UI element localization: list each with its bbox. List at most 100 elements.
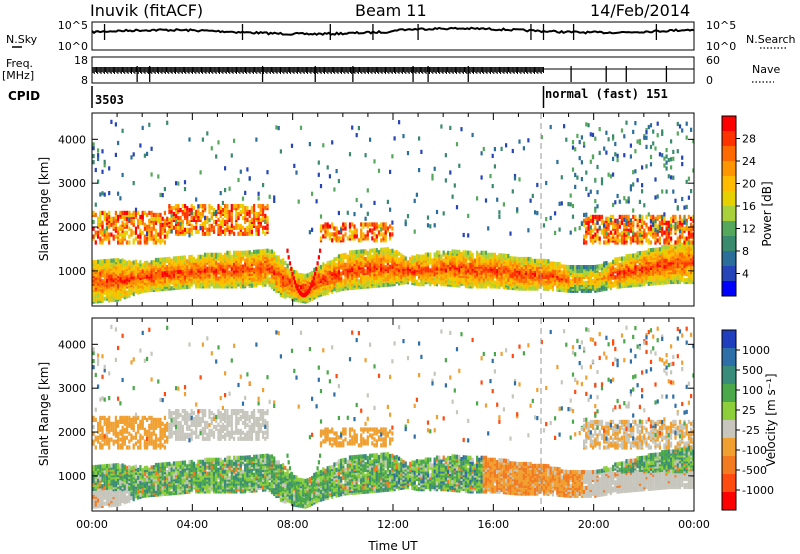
power-echo [558, 281, 561, 287]
power-echo [293, 269, 296, 275]
power-echo [94, 212, 97, 217]
power-echo [357, 249, 360, 254]
power-echo [137, 224, 140, 229]
power-echo [380, 247, 383, 252]
power-echo [241, 272, 245, 277]
power-echo [210, 272, 213, 277]
power-echo [148, 280, 151, 285]
power-echo [357, 126, 360, 131]
power-echo [328, 224, 331, 229]
power-echo [411, 255, 414, 260]
power-echo [355, 277, 358, 282]
power-echo [114, 234, 117, 239]
power-echo [455, 249, 459, 254]
power-echo [507, 277, 510, 282]
power-echo [596, 220, 599, 225]
power-echo [384, 230, 387, 235]
power-echo [480, 258, 483, 263]
power-echo [134, 259, 138, 264]
power-echo [386, 226, 389, 231]
power-echo [117, 226, 120, 231]
power-echo [337, 270, 340, 275]
power-echo [208, 284, 211, 289]
power-echo [277, 277, 280, 282]
power-echo [444, 153, 447, 158]
power-echo [101, 273, 104, 278]
power-echo [132, 266, 135, 271]
power-echo [603, 226, 606, 231]
power-echo [134, 210, 138, 215]
power-echo [498, 210, 501, 215]
power-echo [210, 266, 213, 271]
power-echo [393, 268, 396, 273]
power-echo [496, 280, 499, 285]
power-echo [569, 278, 572, 283]
power-echo [101, 191, 104, 196]
power-echo [382, 232, 385, 237]
power-echo [373, 232, 376, 237]
power-echo [366, 254, 369, 259]
power-echo [574, 265, 577, 270]
power-echo [201, 254, 204, 259]
power-echo [326, 261, 329, 266]
power-echo [250, 217, 253, 222]
power-echo [221, 208, 224, 213]
power-echo [420, 254, 423, 259]
power-echo [317, 172, 320, 177]
power-echo [179, 255, 182, 260]
power-echo [529, 256, 532, 262]
power-echo [591, 154, 595, 159]
power-echo [170, 213, 173, 218]
power-echo [319, 264, 323, 270]
power-echo [161, 271, 164, 276]
power-echo [580, 177, 583, 182]
power-echo [134, 207, 138, 212]
power-echo [400, 263, 403, 268]
power-echo [125, 216, 129, 221]
power-echo [348, 222, 352, 227]
power-echo [589, 265, 592, 270]
power-echo [159, 192, 162, 197]
power-echo [435, 250, 439, 255]
power-echo [442, 250, 445, 255]
power-echo [183, 255, 187, 260]
power-echo [560, 201, 563, 206]
power-echo [362, 261, 365, 266]
power-echo [219, 191, 222, 196]
power-echo [215, 219, 218, 224]
power-echo [389, 278, 392, 283]
power-echo [217, 217, 220, 222]
power-echo [92, 142, 95, 147]
power-echo [212, 282, 216, 287]
power-echo [344, 280, 347, 285]
power-echo [250, 229, 253, 234]
power-echo [429, 252, 432, 257]
power-echo [603, 261, 606, 266]
power-echo [297, 199, 300, 204]
power-echo [146, 212, 149, 217]
power-echo [125, 280, 129, 285]
power-echo [487, 252, 490, 257]
power-echo [340, 236, 343, 241]
power-echo [507, 253, 510, 259]
power-echo [105, 230, 109, 235]
power-echo [444, 268, 447, 273]
power-echo [511, 266, 514, 271]
power-echo [154, 240, 158, 245]
power-echo [190, 231, 193, 236]
power-echo [587, 265, 590, 270]
power-echo [607, 216, 610, 221]
power-echo [125, 230, 129, 235]
power-echo [143, 226, 146, 231]
power-echo [192, 206, 195, 211]
power-echo [534, 258, 537, 263]
power-echo [433, 276, 436, 281]
power-echo [509, 231, 512, 236]
power-echo [435, 209, 439, 215]
power-echo [172, 260, 175, 265]
power-echo [159, 257, 162, 262]
power-echo [393, 250, 396, 255]
power-echo [110, 274, 113, 279]
power-echo [170, 221, 173, 226]
power-echo [105, 262, 109, 268]
